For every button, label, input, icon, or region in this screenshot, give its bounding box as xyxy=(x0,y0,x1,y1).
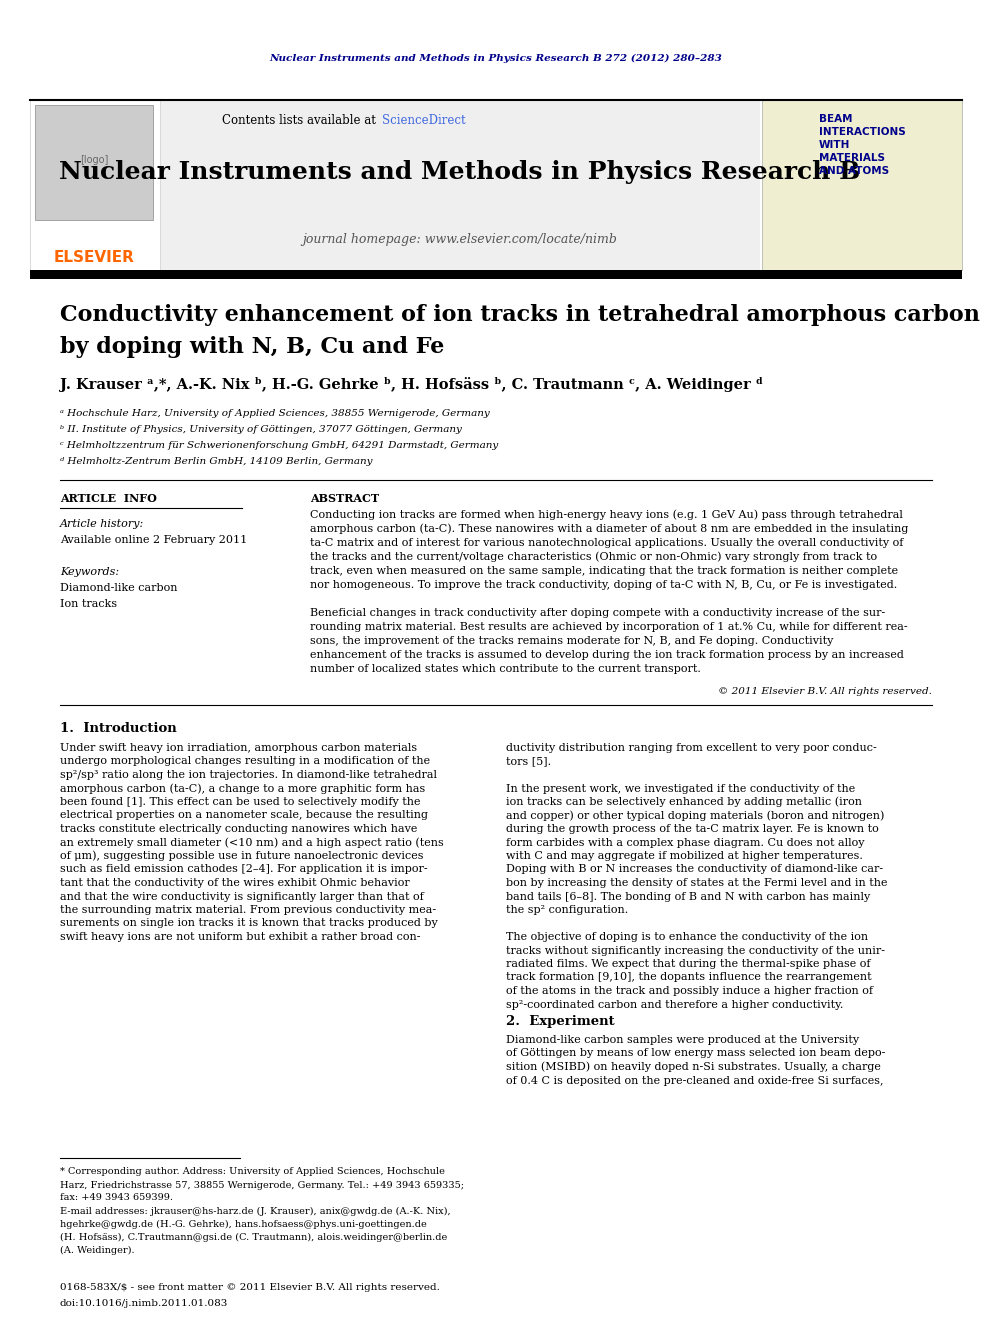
Bar xyxy=(762,101,962,270)
Text: ScienceDirect: ScienceDirect xyxy=(382,114,465,127)
Text: Conductivity enhancement of ion tracks in tetrahedral amorphous carbon: Conductivity enhancement of ion tracks i… xyxy=(60,304,980,325)
Text: 2.  Experiment: 2. Experiment xyxy=(506,1016,615,1028)
Text: tracks constitute electrically conducting nanowires which have: tracks constitute electrically conductin… xyxy=(60,824,418,833)
Text: been found [1]. This effect can be used to selectively modify the: been found [1]. This effect can be used … xyxy=(60,796,421,807)
Text: hgehrke@gwdg.de (H.-G. Gehrke), hans.hofsaess@phys.uni-goettingen.de: hgehrke@gwdg.de (H.-G. Gehrke), hans.hof… xyxy=(60,1220,427,1229)
Text: ᵈ Helmholtz-Zentrum Berlin GmbH, 14109 Berlin, Germany: ᵈ Helmholtz-Zentrum Berlin GmbH, 14109 B… xyxy=(60,456,373,466)
Text: enhancement of the tracks is assumed to develop during the ion track formation p: enhancement of the tracks is assumed to … xyxy=(310,650,904,660)
Text: amorphous carbon (ta-C). These nanowires with a diameter of about 8 nm are embed: amorphous carbon (ta-C). These nanowires… xyxy=(310,524,909,534)
Text: swift heavy ions are not uniform but exhibit a rather broad con-: swift heavy ions are not uniform but exh… xyxy=(60,931,421,942)
Text: ᶜ Helmholtzzentrum für Schwerionenforschung GmbH, 64291 Darmstadt, Germany: ᶜ Helmholtzzentrum für Schwerionenforsch… xyxy=(60,441,498,450)
Text: Conducting ion tracks are formed when high-energy heavy ions (e.g. 1 GeV Au) pas: Conducting ion tracks are formed when hi… xyxy=(310,509,903,520)
Text: Nuclear Instruments and Methods in Physics Research B: Nuclear Instruments and Methods in Physi… xyxy=(60,160,861,184)
Text: tracks without significantly increasing the conductivity of the unir-: tracks without significantly increasing … xyxy=(506,946,885,955)
Text: Beneficial changes in track conductivity after doping compete with a conductivit: Beneficial changes in track conductivity… xyxy=(310,609,885,618)
Text: [logo]: [logo] xyxy=(79,155,108,165)
Text: Contents lists available at: Contents lists available at xyxy=(222,114,380,127)
Text: doi:10.1016/j.nimb.2011.01.083: doi:10.1016/j.nimb.2011.01.083 xyxy=(60,1298,228,1307)
Text: Under swift heavy ion irradiation, amorphous carbon materials: Under swift heavy ion irradiation, amorp… xyxy=(60,744,417,753)
Text: rounding matrix material. Best results are achieved by incorporation of 1 at.% C: rounding matrix material. Best results a… xyxy=(310,622,908,632)
Bar xyxy=(160,101,760,270)
Text: and that the wire conductivity is significantly larger than that of: and that the wire conductivity is signif… xyxy=(60,892,424,901)
Text: * Corresponding author. Address: University of Applied Sciences, Hochschule: * Corresponding author. Address: Univers… xyxy=(60,1167,444,1176)
Text: bon by increasing the density of states at the Fermi level and in the: bon by increasing the density of states … xyxy=(506,878,888,888)
Text: the surrounding matrix material. From previous conductivity mea-: the surrounding matrix material. From pr… xyxy=(60,905,436,916)
Text: Available online 2 February 2011: Available online 2 February 2011 xyxy=(60,534,247,545)
Text: ABSTRACT: ABSTRACT xyxy=(310,492,379,504)
Text: band tails [6–8]. The bonding of B and N with carbon has mainly: band tails [6–8]. The bonding of B and N… xyxy=(506,892,870,901)
Text: Diamond-like carbon samples were produced at the University: Diamond-like carbon samples were produce… xyxy=(506,1035,859,1045)
Text: sp²/sp³ ratio along the ion trajectories. In diamond-like tetrahedral: sp²/sp³ ratio along the ion trajectories… xyxy=(60,770,437,781)
Text: the tracks and the current/voltage characteristics (Ohmic or non-Ohmic) vary str: the tracks and the current/voltage chara… xyxy=(310,552,877,562)
Text: the sp² configuration.: the sp² configuration. xyxy=(506,905,628,916)
Text: Keywords:: Keywords: xyxy=(60,568,119,577)
Text: with C and may aggregate if mobilized at higher temperatures.: with C and may aggregate if mobilized at… xyxy=(506,851,863,861)
Text: nor homogeneous. To improve the track conductivity, doping of ta-C with N, B, Cu: nor homogeneous. To improve the track co… xyxy=(310,579,897,590)
Text: sons, the improvement of the tracks remains moderate for N, B, and Fe doping. Co: sons, the improvement of the tracks rema… xyxy=(310,636,833,646)
Text: Nuclear Instruments and Methods in Physics Research B 272 (2012) 280–283: Nuclear Instruments and Methods in Physi… xyxy=(270,53,722,62)
Text: undergo morphological changes resulting in a modification of the: undergo morphological changes resulting … xyxy=(60,757,431,766)
Text: surements on single ion tracks it is known that tracks produced by: surements on single ion tracks it is kno… xyxy=(60,918,437,929)
Text: of the atoms in the track and possibly induce a higher fraction of: of the atoms in the track and possibly i… xyxy=(506,986,873,996)
Bar xyxy=(30,101,160,270)
Text: during the growth process of the ta-C matrix layer. Fe is known to: during the growth process of the ta-C ma… xyxy=(506,824,879,833)
Text: Harz, Friedrichstrasse 57, 38855 Wernigerode, Germany. Tel.: +49 3943 659335;: Harz, Friedrichstrasse 57, 38855 Wernige… xyxy=(60,1180,464,1189)
Text: ᵃ Hochschule Harz, University of Applied Sciences, 38855 Wernigerode, Germany: ᵃ Hochschule Harz, University of Applied… xyxy=(60,409,490,418)
Text: sition (MSIBD) on heavily doped n-Si substrates. Usually, a charge: sition (MSIBD) on heavily doped n-Si sub… xyxy=(506,1062,881,1072)
Text: ta-C matrix and of interest for various nanotechnological applications. Usually : ta-C matrix and of interest for various … xyxy=(310,538,904,548)
Text: J. Krauser ᵃ,*, A.-K. Nix ᵇ, H.-G. Gehrke ᵇ, H. Hofsäss ᵇ, C. Trautmann ᶜ, A. We: J. Krauser ᵃ,*, A.-K. Nix ᵇ, H.-G. Gehrk… xyxy=(60,377,763,393)
Text: track, even when measured on the same sample, indicating that the track formatio: track, even when measured on the same sa… xyxy=(310,566,898,576)
Text: ductivity distribution ranging from excellent to very poor conduc-: ductivity distribution ranging from exce… xyxy=(506,744,877,753)
Text: electrical properties on a nanometer scale, because the resulting: electrical properties on a nanometer sca… xyxy=(60,811,428,820)
Text: and copper) or other typical doping materials (boron and nitrogen): and copper) or other typical doping mate… xyxy=(506,810,885,820)
Text: of μm), suggesting possible use in future nanoelectronic devices: of μm), suggesting possible use in futur… xyxy=(60,851,424,861)
Text: fax: +49 3943 659399.: fax: +49 3943 659399. xyxy=(60,1193,173,1203)
Text: tant that the conductivity of the wires exhibit Ohmic behavior: tant that the conductivity of the wires … xyxy=(60,878,410,888)
Text: BEAM
INTERACTIONS
WITH
MATERIALS
AND ATOMS: BEAM INTERACTIONS WITH MATERIALS AND ATO… xyxy=(818,114,906,176)
Text: sp²-coordinated carbon and therefore a higher conductivity.: sp²-coordinated carbon and therefore a h… xyxy=(506,999,843,1009)
Text: (H. Hofsäss), C.Trautmann@gsi.de (C. Trautmann), alois.weidinger@berlin.de: (H. Hofsäss), C.Trautmann@gsi.de (C. Tr… xyxy=(60,1233,447,1241)
Text: number of localized states which contribute to the current transport.: number of localized states which contrib… xyxy=(310,664,701,673)
Text: radiated films. We expect that during the thermal-spike phase of: radiated films. We expect that during th… xyxy=(506,959,871,968)
Text: Ion tracks: Ion tracks xyxy=(60,599,117,609)
Text: such as field emission cathodes [2–4]. For application it is impor-: such as field emission cathodes [2–4]. F… xyxy=(60,864,428,875)
Text: ᵇ II. Institute of Physics, University of Göttingen, 37077 Göttingen, Germany: ᵇ II. Institute of Physics, University o… xyxy=(60,425,462,434)
Text: ELSEVIER: ELSEVIER xyxy=(54,250,135,266)
Text: 0168-583X/$ - see front matter © 2011 Elsevier B.V. All rights reserved.: 0168-583X/$ - see front matter © 2011 El… xyxy=(60,1283,439,1293)
Text: Doping with B or N increases the conductivity of diamond-like car-: Doping with B or N increases the conduct… xyxy=(506,864,883,875)
Text: journal homepage: www.elsevier.com/locate/nimb: journal homepage: www.elsevier.com/locat… xyxy=(303,233,617,246)
Text: an extremely small diameter (<10 nm) and a high aspect ratio (tens: an extremely small diameter (<10 nm) and… xyxy=(60,837,443,848)
Text: ARTICLE  INFO: ARTICLE INFO xyxy=(60,492,157,504)
Text: track formation [9,10], the dopants influence the rearrangement: track formation [9,10], the dopants infl… xyxy=(506,972,872,983)
Text: tors [5].: tors [5]. xyxy=(506,757,552,766)
Bar xyxy=(30,270,962,279)
Text: E-mail addresses: jkrauser@hs-harz.de (J. Krauser), anix@gwdg.de (A.-K. Nix),: E-mail addresses: jkrauser@hs-harz.de (J… xyxy=(60,1207,450,1216)
Text: form carbides with a complex phase diagram. Cu does not alloy: form carbides with a complex phase diagr… xyxy=(506,837,864,848)
Text: Article history:: Article history: xyxy=(60,519,144,529)
Text: of 0.4 C is deposited on the pre-cleaned and oxide-free Si surfaces,: of 0.4 C is deposited on the pre-cleaned… xyxy=(506,1076,884,1085)
Text: ion tracks can be selectively enhanced by adding metallic (iron: ion tracks can be selectively enhanced b… xyxy=(506,796,862,807)
Text: In the present work, we investigated if the conductivity of the: In the present work, we investigated if … xyxy=(506,783,855,794)
Bar xyxy=(35,105,153,220)
Text: © 2011 Elsevier B.V. All rights reserved.: © 2011 Elsevier B.V. All rights reserved… xyxy=(718,688,932,696)
Text: of Göttingen by means of low energy mass selected ion beam depo-: of Göttingen by means of low energy mass… xyxy=(506,1049,886,1058)
Text: by doping with N, B, Cu and Fe: by doping with N, B, Cu and Fe xyxy=(60,336,444,359)
Text: amorphous carbon (ta-C), a change to a more graphitic form has: amorphous carbon (ta-C), a change to a m… xyxy=(60,783,426,794)
Text: Diamond-like carbon: Diamond-like carbon xyxy=(60,583,178,593)
Text: 1.  Introduction: 1. Introduction xyxy=(60,721,177,734)
Text: The objective of doping is to enhance the conductivity of the ion: The objective of doping is to enhance th… xyxy=(506,931,868,942)
Text: (A. Weidinger).: (A. Weidinger). xyxy=(60,1245,135,1254)
